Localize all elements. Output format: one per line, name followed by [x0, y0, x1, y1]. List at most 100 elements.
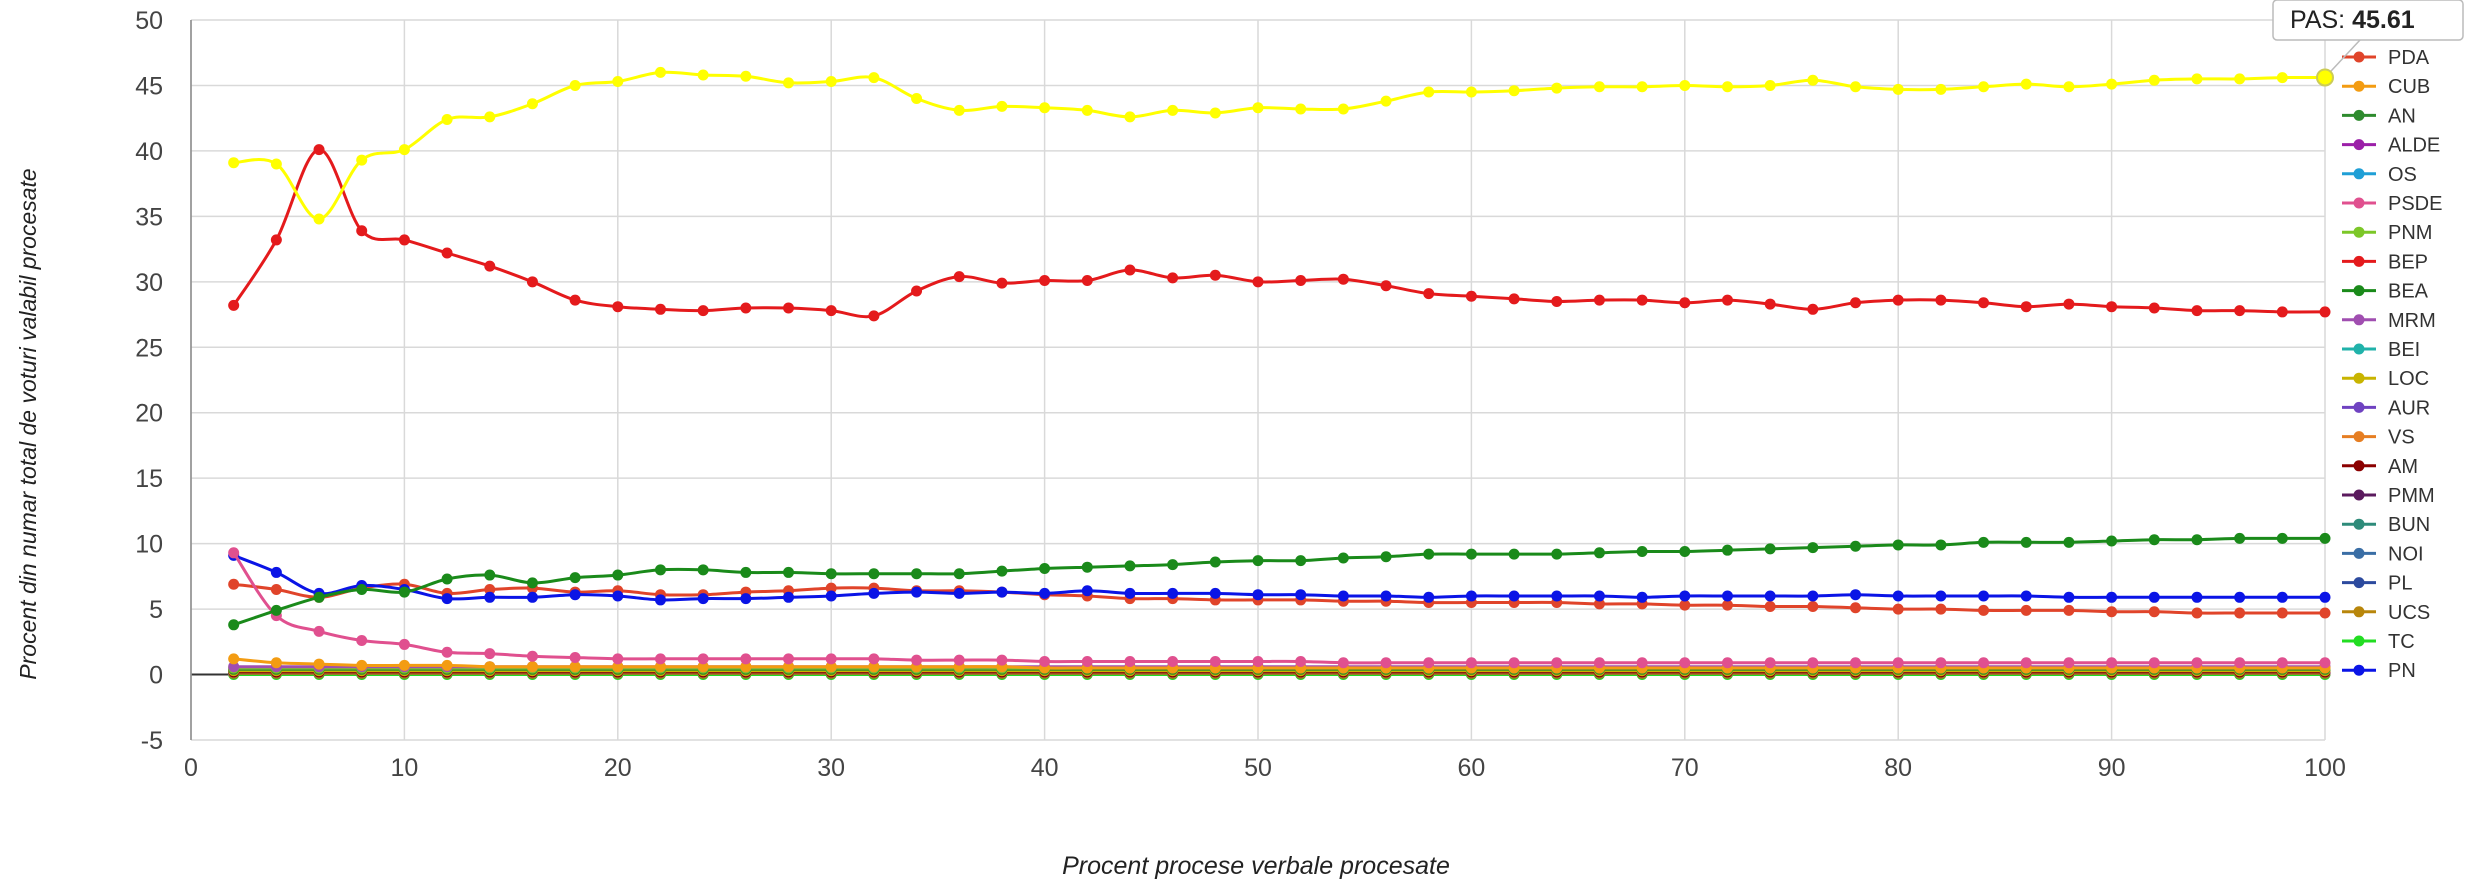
legend-label: BUN	[2388, 514, 2430, 536]
data-point-pda	[1593, 598, 1605, 610]
data-point-bep	[356, 225, 368, 237]
data-point-bea	[740, 566, 752, 578]
data-point-pda	[2106, 606, 2118, 618]
legend-label: ALDE	[2388, 135, 2440, 157]
data-point-psde	[1935, 657, 1947, 669]
legend-item-vs: VS	[2342, 427, 2415, 449]
data-point-bea	[270, 604, 282, 616]
data-point-cub	[740, 661, 752, 673]
data-point-pas	[1081, 104, 1093, 116]
data-point-psde	[1551, 657, 1563, 669]
data-point-pn	[2020, 590, 2032, 602]
data-point-bep	[1252, 276, 1264, 288]
x-tick-label: 10	[390, 754, 418, 782]
tooltip: PAS: 45.61	[2272, 0, 2464, 87]
legend-item-tc: TC	[2342, 631, 2415, 653]
data-point-bep	[1636, 294, 1648, 306]
data-point-pda	[228, 578, 240, 590]
data-point-cub	[868, 661, 880, 673]
data-point-pas	[1551, 82, 1563, 94]
legend-swatch-dot	[2353, 460, 2365, 472]
data-point-cub	[398, 659, 410, 671]
x-tick-label: 50	[1244, 754, 1272, 782]
legend-swatch-dot	[2353, 577, 2365, 589]
data-point-bea	[313, 591, 325, 603]
data-point-psde	[1380, 657, 1392, 669]
y-axis-title: Procent din numar total de voturi valabi…	[15, 168, 41, 679]
legend-label: NOI	[2388, 543, 2424, 565]
data-point-bep	[783, 302, 795, 314]
legend-item-pmm: PMM	[2342, 485, 2435, 507]
data-point-pn	[911, 586, 923, 598]
data-point-bea	[612, 569, 624, 581]
data-point-pda	[2020, 604, 2032, 616]
data-point-pn	[1423, 591, 1435, 603]
data-point-psde	[868, 653, 880, 665]
data-point-bep	[1807, 303, 1819, 315]
data-point-bep	[2148, 302, 2160, 314]
legend-swatch-dot	[2353, 80, 2365, 92]
legend-label: BEP	[2388, 251, 2428, 273]
data-point-psde	[1593, 657, 1605, 669]
data-point-bep	[740, 302, 752, 314]
legend-label: MRM	[2388, 310, 2436, 332]
tooltip-text: PAS: 45.61	[2290, 6, 2415, 34]
legend-swatch-dot	[2353, 518, 2365, 530]
data-point-pda	[484, 583, 496, 595]
data-point-cub	[697, 661, 709, 673]
data-point-pas	[612, 76, 624, 88]
data-point-pas	[697, 69, 709, 81]
data-point-psde	[1337, 657, 1349, 669]
data-point-bea	[398, 586, 410, 598]
legend-label: TC	[2388, 631, 2415, 653]
legend-item-alde: ALDE	[2342, 135, 2440, 157]
data-point-bea	[1593, 547, 1605, 559]
data-point-pda	[2063, 604, 2075, 616]
data-point-bea	[1081, 561, 1093, 573]
data-point-psde	[2191, 657, 2203, 669]
data-point-pda	[1892, 603, 1904, 615]
data-point-pn	[2106, 591, 2118, 603]
data-point-pas	[2234, 73, 2246, 85]
data-point-pas	[484, 111, 496, 123]
data-point-bea	[1337, 552, 1349, 564]
legend-label: PDA	[2388, 47, 2430, 69]
data-point-pn	[1978, 590, 1990, 602]
series-bep	[228, 144, 2331, 322]
data-point-bea	[356, 583, 368, 595]
data-point-bep	[1295, 275, 1307, 287]
data-point-pas	[1593, 81, 1605, 93]
legend-item-pl: PL	[2342, 573, 2412, 595]
data-point-bep	[868, 310, 880, 322]
legend-label: OS	[2388, 164, 2417, 186]
legend-label: AN	[2388, 105, 2416, 127]
data-point-psde	[356, 635, 368, 647]
data-point-bea	[1423, 548, 1435, 560]
data-point-psde	[654, 653, 666, 665]
data-point-pda	[2276, 607, 2288, 619]
y-tick-label: 40	[135, 138, 163, 166]
data-point-bea	[1636, 545, 1648, 557]
data-point-bea	[1721, 544, 1733, 556]
data-point-cub	[783, 661, 795, 673]
data-point-bea	[569, 572, 581, 584]
x-tick-label: 20	[604, 754, 632, 782]
data-point-bea	[697, 564, 709, 576]
data-point-pas	[1636, 81, 1648, 93]
data-point-pn	[1508, 590, 1520, 602]
data-point-bep	[1465, 290, 1477, 302]
data-point-bep	[1679, 297, 1691, 309]
data-point-bep	[2020, 301, 2032, 313]
data-point-pas	[1337, 103, 1349, 115]
data-point-pn	[484, 591, 496, 603]
data-point-pda	[1721, 599, 1733, 611]
legend-swatch-dot	[2353, 401, 2365, 413]
data-point-pda	[2319, 607, 2331, 619]
data-point-pn	[868, 587, 880, 599]
y-tick-label: 20	[135, 400, 163, 428]
data-point-pda	[2191, 607, 2203, 619]
data-point-bep	[1978, 297, 1990, 309]
data-point-pas	[654, 66, 666, 78]
data-point-cub	[569, 661, 581, 673]
